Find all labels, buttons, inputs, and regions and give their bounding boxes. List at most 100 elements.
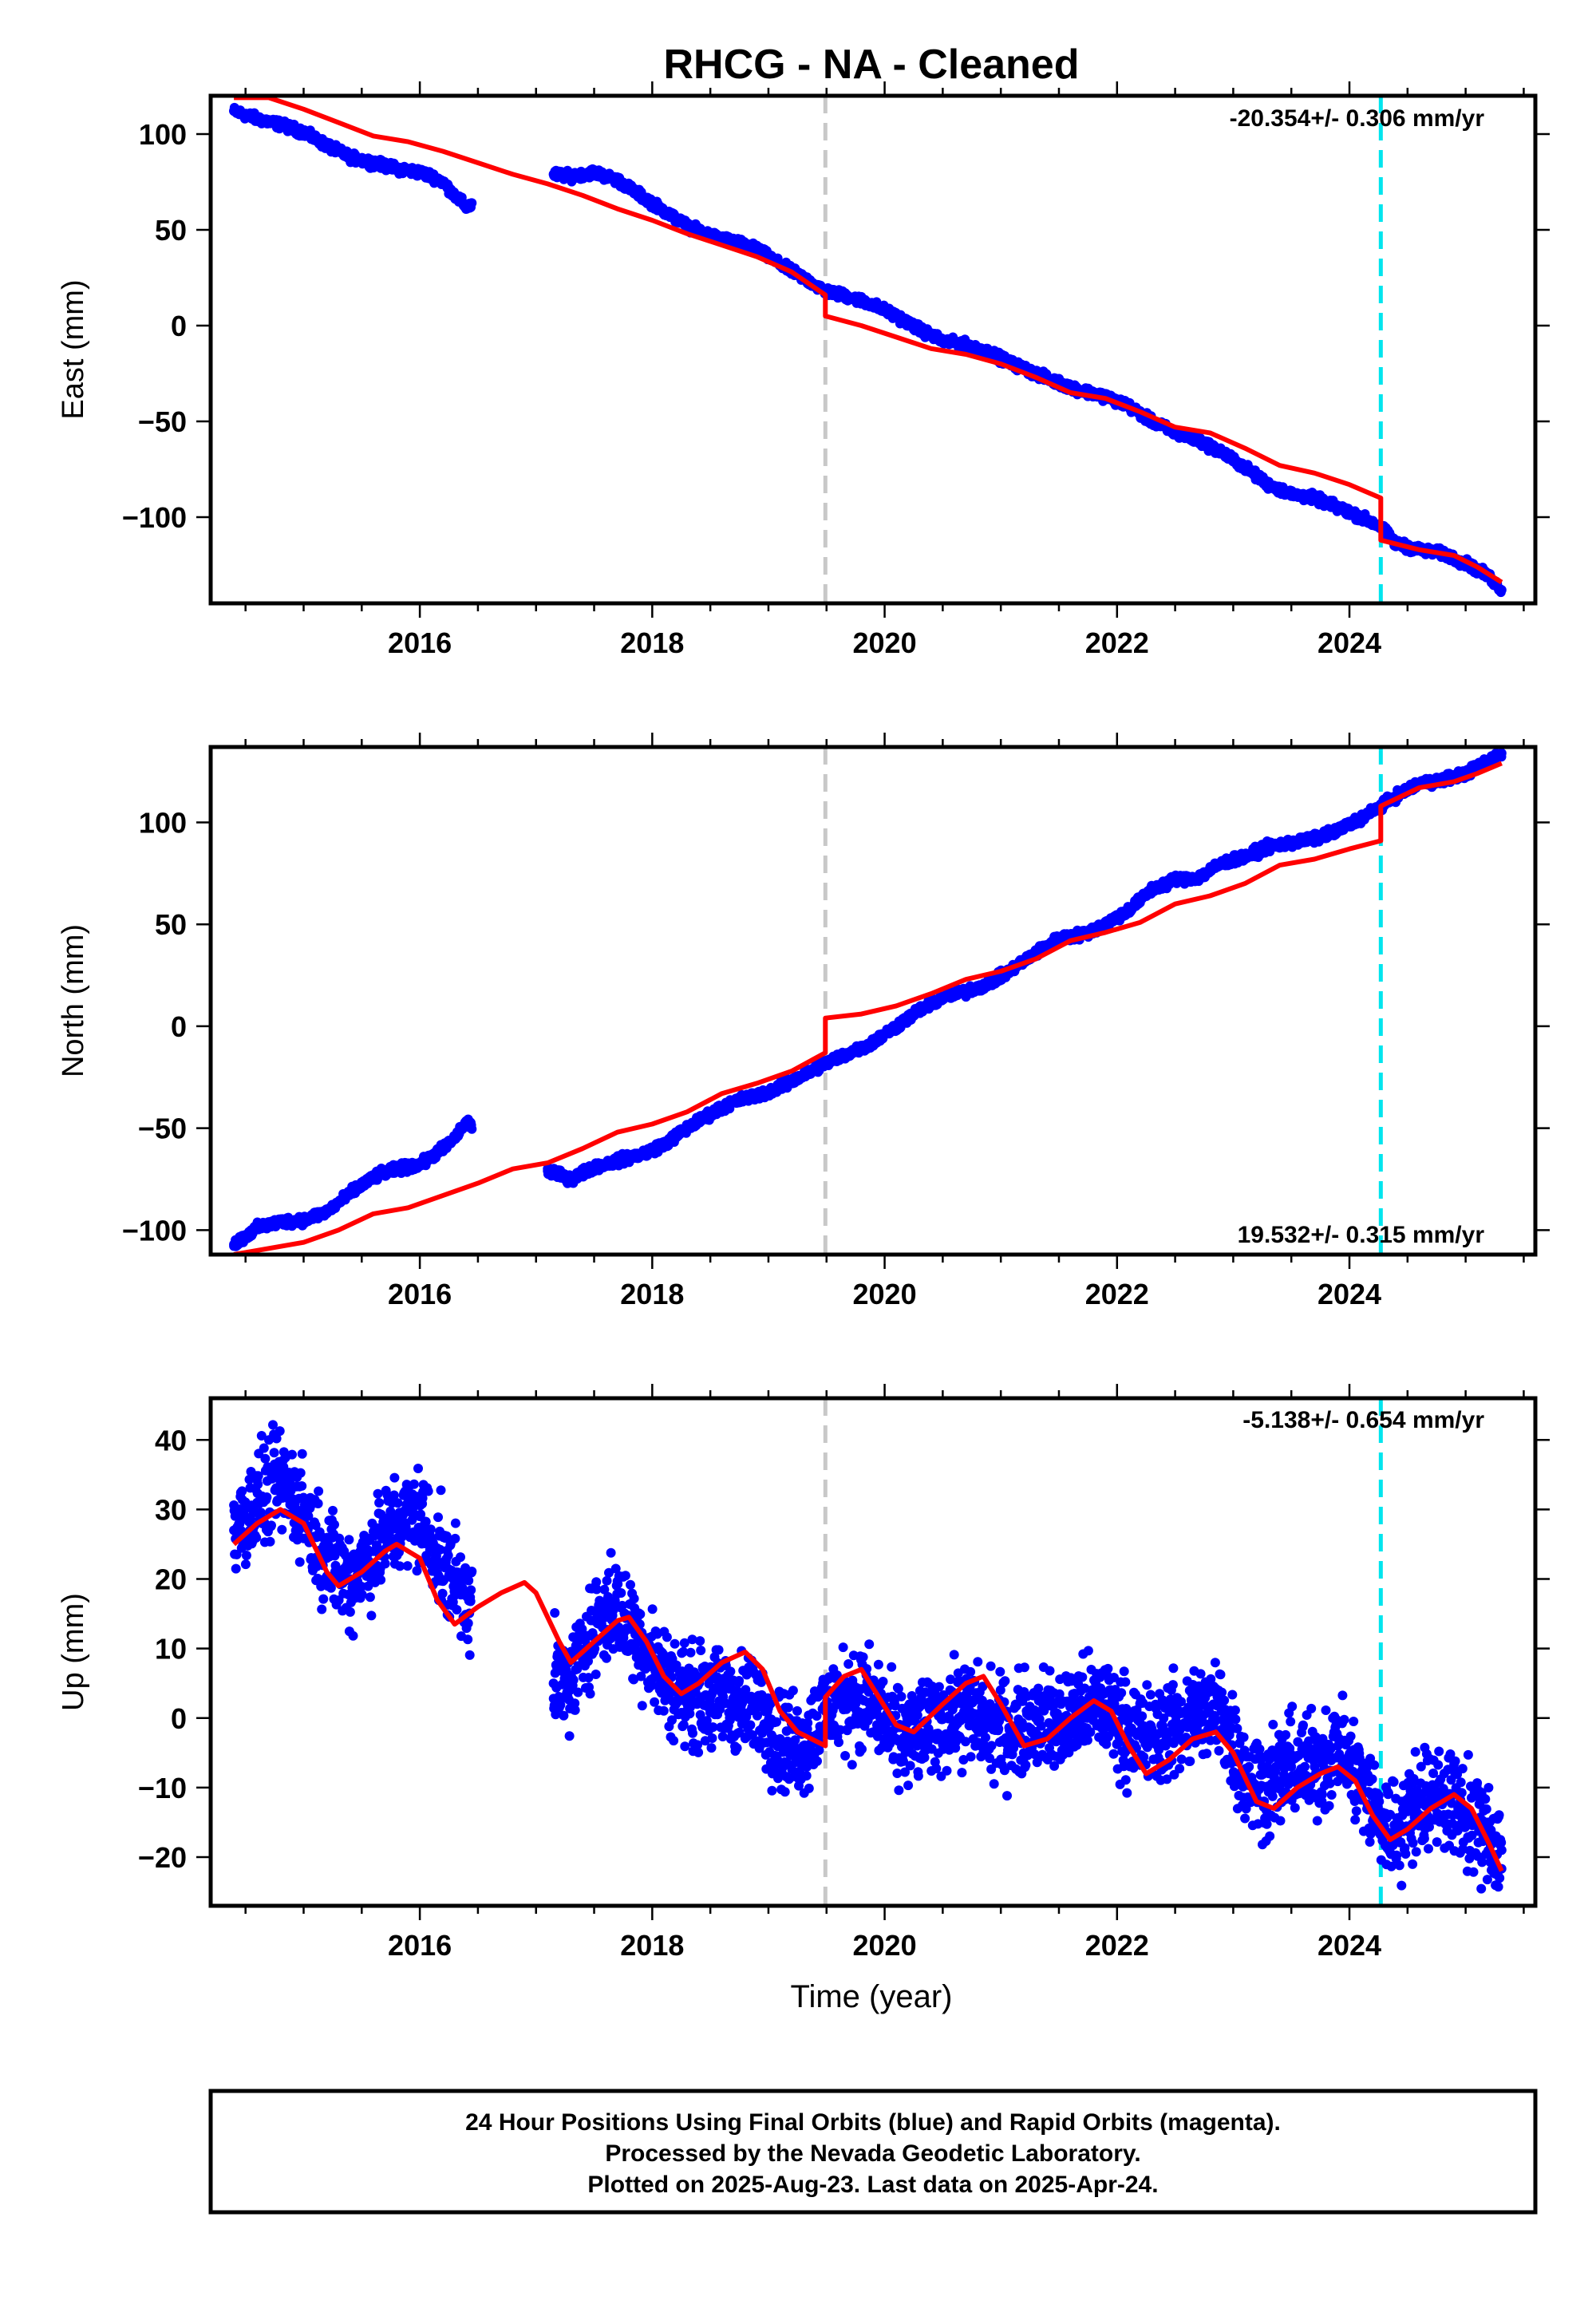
observation-anchor-point [322,140,332,151]
observation-anchor-point [345,152,355,162]
plot-area [211,1398,1535,1906]
observation-anchor-point [984,978,994,989]
observation-anchor-point [1483,756,1494,766]
observation-anchor-point [820,1057,831,1068]
observation-anchor-point [752,1090,762,1101]
observation-point [241,1551,251,1560]
observation-anchor-point [589,168,599,177]
observation-anchor-point [298,1215,309,1225]
x-tick-label: 2020 [853,1278,917,1310]
x-tick-label: 2022 [1085,626,1149,659]
observation-point [240,1559,251,1570]
observation-anchor-point [415,1160,425,1170]
observation-anchor-point [392,164,401,174]
observation-anchor-point [938,993,948,1003]
observation-anchor-point [612,175,622,185]
observation-anchor-point [275,120,286,129]
observation-anchor-point [543,1166,553,1176]
x-tick-label: 2016 [388,1278,452,1310]
observation-anchor-point [1240,852,1250,862]
y-tick-label: 100 [139,807,187,840]
observation-anchor-point [775,1082,785,1093]
plot-frame [208,93,1538,606]
x-tick-label: 2024 [1317,1278,1381,1310]
x-tick-label: 2024 [1317,626,1381,659]
observation-anchor-point [1333,503,1343,512]
observation-anchor-point [868,1037,878,1048]
observation-point [265,1536,275,1547]
observation-point [297,1448,307,1459]
x-tick-label: 2018 [620,626,684,659]
observation-anchor-point [752,244,762,254]
observation-anchor-point [322,1207,332,1217]
chart-title: RHCG - NA - Cleaned [664,41,1080,88]
observation-point [251,1532,262,1543]
observation-point [294,1557,305,1567]
observation-point [253,1479,263,1489]
y-tick-label: 0 [171,310,187,342]
observation-anchor-point [1216,858,1227,868]
y-tick-label: 0 [171,1010,187,1043]
observation-anchor-point [449,1133,460,1144]
y-tick-label: 50 [155,214,187,247]
observation-anchor-point [915,324,925,334]
x-tick-label: 2016 [388,626,452,659]
observation-point [256,1431,267,1441]
plot-content [229,1398,1507,1906]
observation-anchor-point [938,336,948,346]
observation-anchor-point [1356,512,1366,522]
observation-anchor-point [961,986,971,997]
observation-point [287,1449,297,1460]
observation-point [262,1492,272,1502]
plot-content [229,747,1507,1255]
observation-anchor-point [682,221,692,231]
observation-anchor-point [635,1149,646,1160]
observation-anchor-point [229,1239,239,1250]
observation-anchor-point [1286,838,1297,848]
observation-anchor-point [566,1174,576,1184]
observation-anchor-point [729,236,739,247]
observation-anchor-point [1356,813,1366,824]
y-tick-label: −50 [138,405,187,438]
y-tick-label: −100 [122,501,187,534]
x-tick-label: 2018 [620,1278,684,1310]
observation-point [267,1520,276,1531]
observation-points [229,1420,1507,1894]
plot-content [229,96,1507,603]
observation-anchor-point [438,1144,448,1154]
observation-point [231,1563,241,1574]
observation-point [295,1468,306,1478]
observation-point [277,1524,287,1535]
observation-anchor-point [229,106,239,117]
observation-point [269,1448,279,1458]
observation-anchor-point [438,177,448,187]
observation-anchor-point [449,190,460,200]
observation-anchor-point [868,299,878,310]
observation-anchor-point [1263,480,1274,490]
observation-anchor-point [1054,934,1064,944]
velocity-rate-label: 19.532+/- 0.315 mm/yr [1238,1222,1485,1248]
observation-anchor-point [1310,833,1320,844]
observation-point [259,1443,269,1453]
observation-anchor-point [275,1217,286,1227]
observation-anchor-point [961,340,971,350]
observation-anchor-point [1286,489,1297,500]
observation-anchor-point [1170,428,1180,438]
plot-frame [208,745,1538,1257]
observation-anchor-point [589,1162,599,1172]
observation-anchor-point [658,206,669,215]
observation-anchor-point [729,1097,739,1107]
observation-anchor-point [682,1123,692,1133]
observation-point [275,1426,285,1437]
x-tick-label: 2022 [1085,1278,1149,1310]
observation-anchor-point [705,1109,716,1119]
observation-anchor-point [252,1223,263,1233]
observation-anchor-point [891,311,902,321]
observation-point [244,1474,255,1484]
x-tick-label: 2020 [853,626,917,659]
observation-anchor-point [1216,447,1227,457]
